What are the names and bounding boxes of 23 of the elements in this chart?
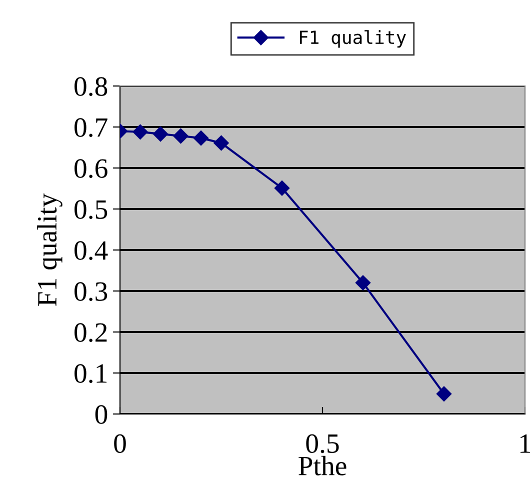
y-tick-label: 0.6 <box>74 159 108 178</box>
x-axis-title: Pthe <box>298 456 346 476</box>
point <box>152 126 168 142</box>
y-tick-label: 0.2 <box>74 323 107 342</box>
point <box>173 128 188 144</box>
y-tick-label: 0.3 <box>74 282 108 302</box>
y-tick-label: 0.7 <box>74 118 108 138</box>
y-tick-label: 0.1 <box>74 364 107 384</box>
point <box>355 275 371 290</box>
y-axis-title: F1 quality <box>37 193 62 306</box>
y-tick-label: 0.8 <box>74 77 108 96</box>
y-tick-label: 0.5 <box>74 200 108 220</box>
point <box>436 386 452 402</box>
x-tick-label: 0.5 <box>306 434 339 454</box>
x-tick-label: 0 <box>114 434 126 453</box>
x-tick-label: 1 <box>520 434 530 453</box>
point <box>214 135 229 151</box>
y-tick-label: 0 <box>95 405 108 424</box>
point <box>132 124 148 140</box>
point <box>193 130 209 146</box>
point <box>274 180 290 196</box>
y-tick-label: 0.4 <box>74 241 108 260</box>
legend-label: F1 quality <box>300 30 406 48</box>
